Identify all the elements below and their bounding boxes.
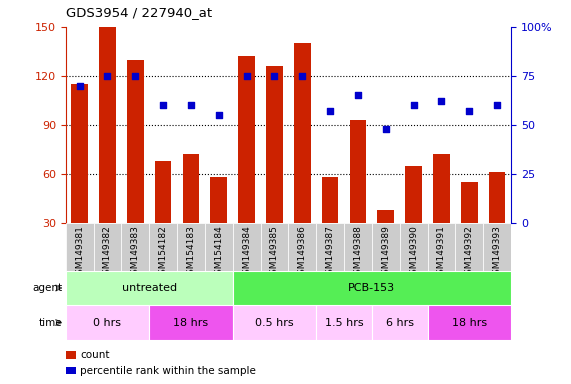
Text: GSM154183: GSM154183 — [186, 225, 195, 280]
Bar — [233, 223, 260, 271]
Text: percentile rank within the sample: percentile rank within the sample — [80, 366, 256, 376]
Bar — [149, 305, 233, 340]
Bar — [400, 223, 428, 271]
Bar — [94, 223, 122, 271]
Bar — [238, 56, 255, 223]
Text: 1.5 hrs: 1.5 hrs — [325, 318, 363, 328]
Point — [297, 73, 307, 79]
Bar — [66, 305, 149, 340]
Bar — [210, 177, 227, 223]
Text: GDS3954 / 227940_at: GDS3954 / 227940_at — [66, 6, 212, 19]
Bar — [260, 223, 288, 271]
Bar — [456, 223, 483, 271]
Point — [381, 126, 391, 132]
Bar — [127, 60, 144, 223]
Text: count: count — [80, 350, 110, 360]
Text: 18 hrs: 18 hrs — [174, 318, 208, 328]
Bar — [349, 120, 367, 223]
Bar — [483, 223, 511, 271]
Point — [159, 102, 168, 108]
Text: GSM149385: GSM149385 — [270, 225, 279, 280]
Bar — [294, 43, 311, 223]
Bar — [428, 223, 456, 271]
Bar — [233, 305, 316, 340]
Bar — [66, 271, 233, 305]
Point — [131, 73, 140, 79]
Bar — [149, 223, 177, 271]
Text: 0 hrs: 0 hrs — [94, 318, 122, 328]
Bar — [66, 223, 94, 271]
Point — [75, 83, 84, 89]
Point — [409, 102, 418, 108]
Point — [437, 98, 446, 104]
Bar — [377, 210, 394, 223]
Point — [186, 102, 195, 108]
Text: time: time — [39, 318, 63, 328]
Text: GSM149383: GSM149383 — [131, 225, 140, 280]
Text: GSM149387: GSM149387 — [325, 225, 335, 280]
Text: 0.5 hrs: 0.5 hrs — [255, 318, 293, 328]
Point — [214, 112, 223, 118]
Point — [325, 108, 335, 114]
Bar — [205, 223, 233, 271]
Text: GSM154182: GSM154182 — [159, 225, 168, 280]
Text: GSM154184: GSM154184 — [214, 225, 223, 280]
Point — [465, 108, 474, 114]
Point — [242, 73, 251, 79]
Bar — [177, 223, 205, 271]
Text: GSM149386: GSM149386 — [297, 225, 307, 280]
Text: GSM149392: GSM149392 — [465, 225, 474, 280]
Point — [493, 102, 502, 108]
Bar — [316, 223, 344, 271]
Point — [353, 92, 363, 98]
Bar — [155, 161, 171, 223]
Bar — [288, 223, 316, 271]
Text: untreated: untreated — [122, 283, 177, 293]
Text: GSM149382: GSM149382 — [103, 225, 112, 280]
Text: PCB-153: PCB-153 — [348, 283, 396, 293]
Bar — [316, 305, 372, 340]
Text: 6 hrs: 6 hrs — [385, 318, 414, 328]
Bar — [266, 66, 283, 223]
Bar — [489, 172, 505, 223]
Text: GSM149388: GSM149388 — [353, 225, 363, 280]
Point — [270, 73, 279, 79]
Bar — [461, 182, 477, 223]
Bar — [372, 223, 400, 271]
Bar — [322, 177, 339, 223]
Bar — [233, 271, 511, 305]
Bar — [122, 223, 149, 271]
Bar — [183, 154, 199, 223]
Text: 18 hrs: 18 hrs — [452, 318, 487, 328]
Bar — [99, 27, 116, 223]
Text: agent: agent — [33, 283, 63, 293]
Bar — [433, 154, 450, 223]
Bar — [428, 305, 511, 340]
Bar — [71, 84, 88, 223]
Text: GSM149390: GSM149390 — [409, 225, 418, 280]
Bar — [344, 223, 372, 271]
Text: GSM149391: GSM149391 — [437, 225, 446, 280]
Bar — [405, 166, 422, 223]
Point — [103, 73, 112, 79]
Text: GSM149393: GSM149393 — [493, 225, 502, 280]
Text: GSM149381: GSM149381 — [75, 225, 84, 280]
Text: GSM149384: GSM149384 — [242, 225, 251, 280]
Bar — [372, 305, 428, 340]
Text: GSM149389: GSM149389 — [381, 225, 391, 280]
